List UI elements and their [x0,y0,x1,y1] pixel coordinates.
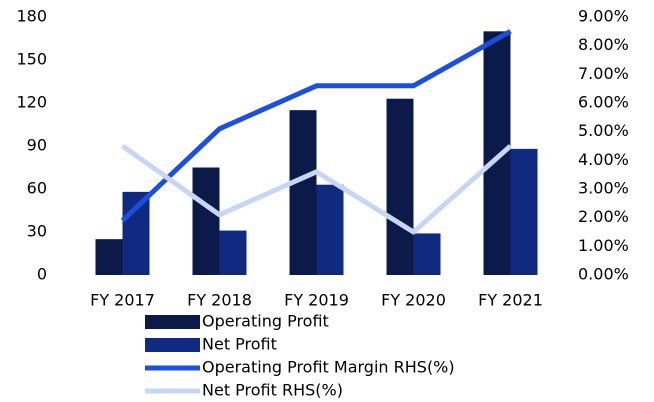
x-tick-label: FY 2020 [381,291,446,310]
y2-tick-label: 8.00% [578,35,629,54]
x-tick-label: FY 2017 [90,291,155,310]
legend-label: Operating Profit [202,312,329,331]
y-tick-label: 120 [16,93,47,112]
bar [95,239,123,275]
legend-label: Net Profit RHS(%) [202,381,343,400]
y2-tick-label: 6.00% [578,93,629,112]
legend-swatch [145,315,200,329]
y-tick-label: 180 [16,7,47,26]
y-tick-label: 0 [37,265,47,284]
bar [386,98,414,275]
bar [289,110,317,276]
line [121,143,513,235]
y-tick-label: 150 [16,50,47,69]
y2-tick-label: 0.00% [578,265,629,284]
legend-label: Net Profit [202,335,277,354]
x-tick-label: FY 2019 [284,291,349,310]
line [120,29,512,223]
bar [483,31,511,276]
bar [316,184,344,275]
bar [192,167,220,275]
y2-tick-label: 5.00% [578,121,629,140]
y2-tick-label: 9.00% [578,7,629,26]
x-tick-label: FY 2018 [187,291,252,310]
y-tick-label: 30 [27,222,47,241]
legend-label: Operating Profit Margin RHS(%) [202,358,455,377]
y2-tick-label: 2.00% [578,207,629,226]
y-tick-label: 60 [27,179,47,198]
bar [510,148,538,275]
bar [413,233,441,275]
y2-tick-label: 3.00% [578,179,629,198]
y2-tick-label: 7.00% [578,64,629,83]
y2-tick-label: 1.00% [578,236,629,255]
legend-swatch [145,338,200,352]
bar [219,230,247,275]
x-tick-label: FY 2021 [478,291,543,310]
y-tick-label: 90 [27,136,47,155]
y2-tick-label: 4.00% [578,150,629,169]
